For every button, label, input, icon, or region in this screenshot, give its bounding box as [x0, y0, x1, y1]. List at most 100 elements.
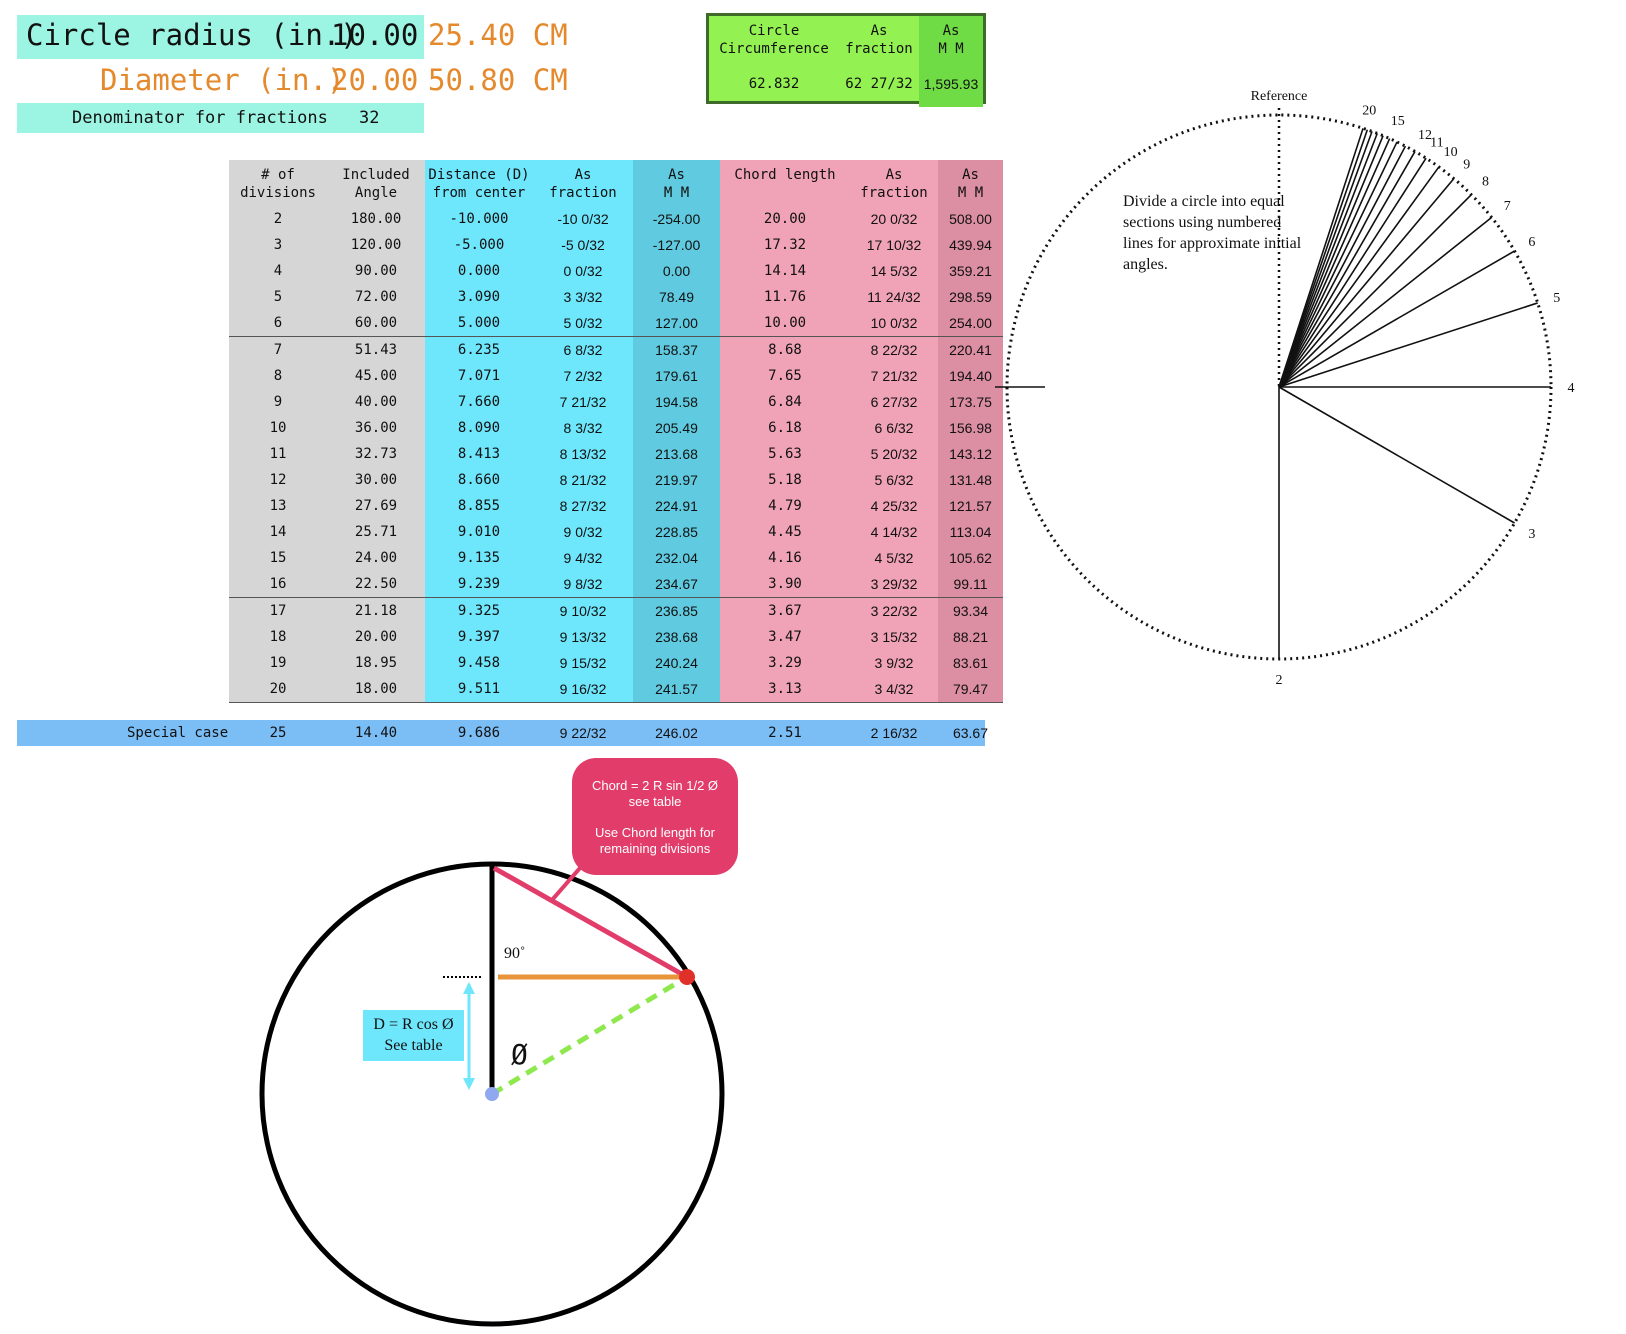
table-cell: 40.00 — [327, 388, 425, 416]
table-cell: 18.00 — [327, 675, 425, 703]
circle-point-dot[interactable] — [679, 969, 695, 985]
diameter-label: Diameter (in.) — [100, 63, 345, 97]
table-cell: 7 — [229, 336, 327, 364]
ray-16 — [1278, 135, 1384, 388]
table-cell: 27.69 — [327, 493, 425, 521]
table-cell: 180.00 — [327, 206, 425, 233]
table-cell: 105.62 — [938, 545, 1003, 573]
column-header-line: M M — [663, 185, 690, 201]
table-cell: 6.235 — [425, 336, 533, 364]
table-cell: -127.00 — [633, 232, 720, 260]
table-cell: 8 22/32 — [850, 336, 938, 364]
table-cell: 5.63 — [720, 440, 850, 468]
table-cell: 14 — [229, 519, 327, 547]
table-row: 12 30.00 8.660 8 21/32 219.97 5.18 5 6/32 131.4… — [17, 467, 1003, 494]
table-cell: 32.73 — [327, 440, 425, 468]
column-header-line: divisions — [240, 185, 316, 201]
table-cell: -5 0/32 — [533, 232, 633, 260]
table-cell: 220.41 — [938, 336, 1003, 364]
table-cell: 8 27/32 — [533, 493, 633, 521]
ray-18 — [1278, 131, 1373, 388]
table-cell: 439.94 — [938, 232, 1003, 260]
table-cell: 3 4/32 — [850, 675, 938, 703]
table-cell: 18.95 — [327, 649, 425, 677]
column-header-line: As — [885, 167, 903, 183]
special-case-cell: 246.02 — [655, 725, 698, 741]
column-header: As fraction — [850, 160, 938, 206]
table-cell: 20.00 — [720, 206, 850, 233]
table-cell: 88.21 — [938, 623, 1003, 651]
table-cell: 508.00 — [938, 206, 1003, 233]
column-header: As M M — [633, 160, 720, 206]
table-cell: 5 0/32 — [533, 310, 633, 338]
column-header-line: Included — [342, 167, 410, 183]
table-cell: 13 — [229, 493, 327, 521]
ray-label-11: 11 — [1430, 135, 1443, 150]
table-cell: 93.34 — [938, 597, 1003, 625]
ray-9 — [1278, 178, 1455, 388]
table-cell: 83.61 — [938, 649, 1003, 677]
table-cell: 5 20/32 — [850, 440, 938, 468]
denominator-value[interactable]: 32 — [359, 108, 380, 128]
table-cell: 143.12 — [938, 440, 1003, 468]
table-cell: 4.16 — [720, 545, 850, 573]
table-cell: 8 — [229, 362, 327, 390]
table-cell: 9.325 — [425, 597, 533, 625]
special-case-cell: 14.40 — [354, 725, 398, 741]
reference-note: Divide a circle into equal sections usin… — [1123, 193, 1302, 273]
radius-dashed-line — [490, 974, 689, 1097]
table-row: 11 32.73 8.413 8 13/32 213.68 5.63 5 20/32 143.… — [17, 440, 1003, 468]
table-row: 19 18.95 9.458 9 15/32 240.24 3.29 3 9/32 83.61 — [17, 649, 1003, 677]
table-cell: 17.32 — [720, 232, 850, 260]
table-cell: 131.48 — [938, 467, 1003, 494]
ray-10 — [1278, 166, 1440, 388]
table-cell: 9 4/32 — [533, 545, 633, 573]
table-cell: 236.85 — [633, 597, 720, 625]
mm-header-2: M M — [938, 41, 964, 57]
table-cell: -10 0/32 — [533, 206, 633, 233]
radius-value[interactable]: 10.00 — [331, 18, 419, 52]
table-cell: 8.855 — [425, 493, 533, 521]
ray-label-8: 8 — [1482, 175, 1489, 190]
column-header-line: As — [668, 167, 685, 183]
ray-label-20: 20 — [1362, 103, 1376, 118]
table-cell: 24.00 — [327, 545, 425, 573]
table-cell: 8.090 — [425, 414, 533, 442]
table-cell: 9 8/32 — [533, 571, 633, 599]
ray-5 — [1278, 302, 1538, 388]
table-cell: 5.000 — [425, 310, 533, 338]
table-cell: 19 — [229, 649, 327, 677]
table-cell: 78.49 — [633, 284, 720, 312]
table-cell: 3 3/32 — [533, 284, 633, 312]
table-row: 7 51.43 6.235 6 8/32 158.37 8.68 8 22/32 220.41 — [17, 336, 1003, 364]
table-cell: 5 6/32 — [850, 467, 938, 494]
table-cell: 10 — [229, 414, 327, 442]
column-header: As M M — [938, 160, 1003, 206]
table-cell: 6 — [229, 310, 327, 338]
table-row: 3 120.00 -5.000 -5 0/32 -127.00 17.32 17 10/32… — [17, 232, 1003, 260]
table-cell: 6.18 — [720, 414, 850, 442]
ray-6 — [1278, 250, 1515, 388]
table-header-row: # of divisions Included Angle Distance (D) fr… — [17, 160, 1003, 206]
table-cell: 45.00 — [327, 362, 425, 390]
table-cell: -10.000 — [425, 206, 533, 233]
table-cell: 113.04 — [938, 519, 1003, 547]
table-cell: 7.65 — [720, 362, 850, 390]
table-cell: 5 — [229, 284, 327, 312]
table-row: 15 24.00 9.135 9 4/32 232.04 4.16 4 5/32 105.62 — [17, 545, 1003, 573]
column-header-line: # of — [261, 167, 295, 183]
table-cell: 6 6/32 — [850, 414, 938, 442]
table-cell: 7 21/32 — [533, 388, 633, 416]
table-cell: 4 — [229, 258, 327, 286]
table-cell: -254.00 — [633, 206, 720, 233]
ray-label-12: 12 — [1418, 128, 1432, 143]
ray-label-9: 9 — [1463, 157, 1470, 172]
column-header-line: Angle — [354, 185, 398, 201]
table-cell: 3 15/32 — [850, 623, 938, 651]
special-case-cell: 63.67 — [952, 725, 989, 741]
special-case-label: Special case — [127, 725, 229, 741]
circumference-fraction: 62 27/32 — [845, 76, 913, 92]
table-cell: 22.50 — [327, 571, 425, 599]
table-row: 5 72.00 3.090 3 3/32 78.49 11.76 11 24/32 298.5… — [17, 284, 1003, 312]
